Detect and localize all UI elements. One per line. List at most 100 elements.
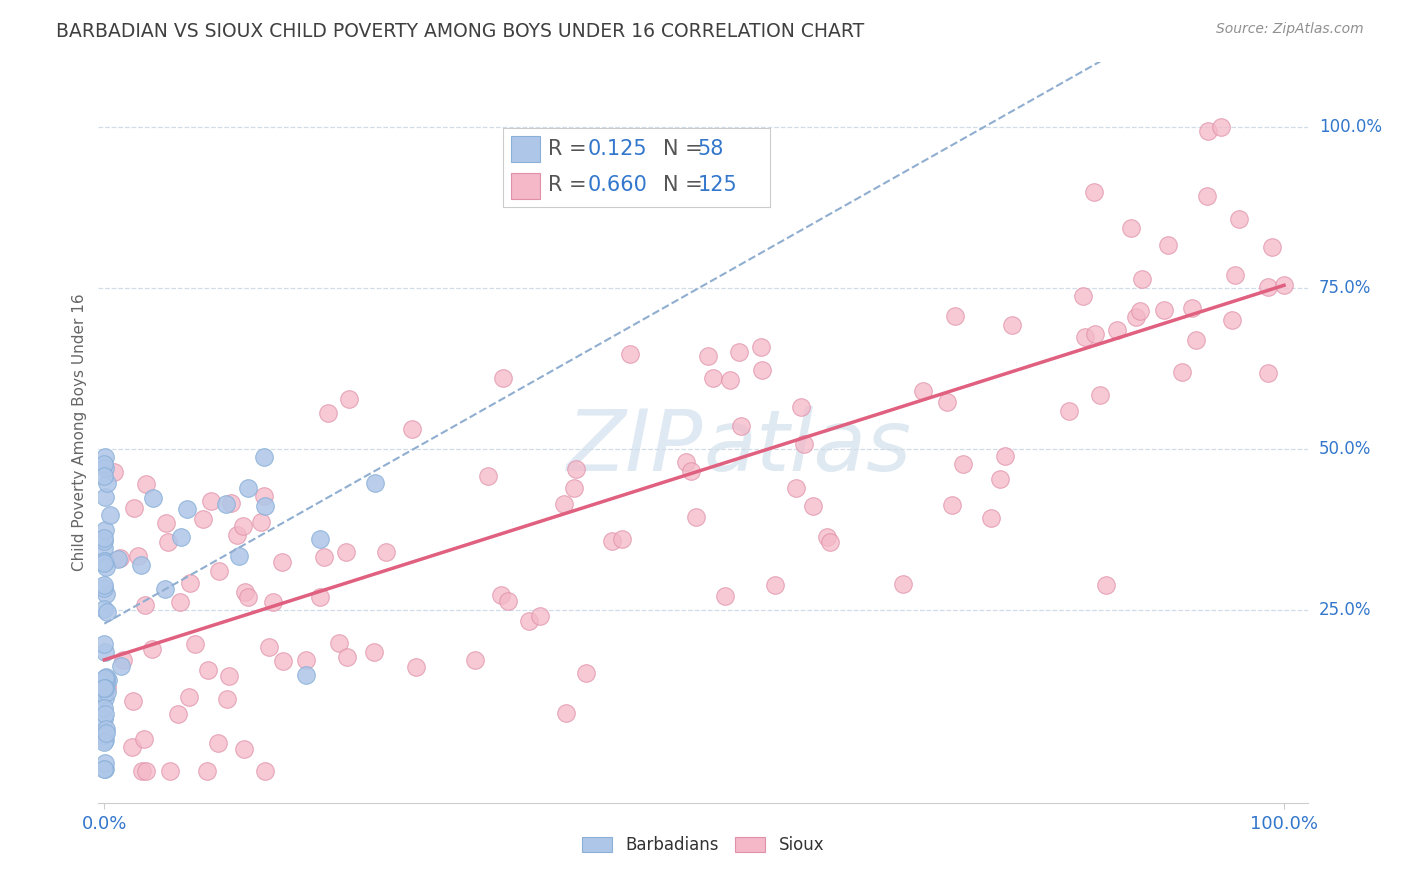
- Point: [952, 457, 974, 471]
- Point: [250, 515, 273, 529]
- Point: [401, 422, 423, 436]
- Point: [94, 560, 117, 574]
- Point: [135, 764, 157, 778]
- Point: [994, 449, 1017, 463]
- Point: [141, 641, 163, 656]
- Point: [1257, 366, 1279, 380]
- Point: [197, 764, 219, 778]
- Point: [135, 476, 157, 491]
- Point: [1130, 272, 1153, 286]
- Point: [208, 564, 231, 578]
- Point: [328, 636, 350, 650]
- Point: [696, 349, 718, 363]
- Point: [94, 726, 117, 740]
- Point: [94, 461, 117, 475]
- Point: [336, 649, 359, 664]
- Text: 58: 58: [697, 139, 724, 159]
- Text: 0.660: 0.660: [588, 176, 648, 195]
- Point: [127, 549, 149, 563]
- Point: [228, 549, 250, 563]
- Point: [184, 637, 207, 651]
- Point: [253, 450, 276, 464]
- Point: [374, 545, 396, 559]
- Point: [94, 671, 117, 685]
- Point: [1088, 387, 1111, 401]
- Point: [489, 588, 512, 602]
- Point: [1181, 301, 1204, 315]
- Point: [93, 578, 115, 592]
- Point: [238, 591, 260, 605]
- Point: [96, 605, 118, 619]
- Point: [610, 533, 633, 547]
- Point: [107, 552, 129, 566]
- Point: [155, 516, 177, 530]
- Point: [1057, 404, 1080, 418]
- Point: [94, 723, 117, 737]
- Point: [254, 499, 277, 513]
- Point: [751, 362, 773, 376]
- Point: [157, 535, 180, 549]
- Point: [912, 384, 935, 398]
- Point: [295, 667, 318, 681]
- Point: [1083, 185, 1105, 199]
- Point: [619, 346, 641, 360]
- Point: [815, 530, 838, 544]
- Point: [1071, 289, 1094, 303]
- Point: [93, 691, 115, 706]
- Point: [936, 394, 959, 409]
- Point: [980, 511, 1002, 525]
- Point: [1197, 189, 1219, 203]
- Point: [685, 510, 707, 524]
- Point: [221, 496, 243, 510]
- Point: [308, 590, 330, 604]
- Point: [236, 481, 259, 495]
- Text: 100.0%: 100.0%: [1319, 118, 1382, 136]
- Text: 125: 125: [697, 176, 737, 195]
- Point: [1074, 330, 1097, 344]
- Point: [718, 373, 741, 387]
- Text: R =: R =: [548, 139, 593, 159]
- Point: [159, 764, 181, 778]
- Point: [93, 756, 115, 770]
- Point: [232, 519, 254, 533]
- Point: [575, 665, 598, 680]
- Point: [131, 764, 153, 778]
- Point: [891, 577, 914, 591]
- Point: [179, 576, 201, 591]
- Point: [818, 534, 841, 549]
- Point: [93, 706, 115, 721]
- Point: [167, 707, 190, 722]
- Point: [1001, 318, 1024, 332]
- Point: [142, 491, 165, 506]
- Text: 0.125: 0.125: [588, 139, 648, 159]
- Point: [763, 578, 786, 592]
- Point: [554, 706, 576, 720]
- Point: [789, 400, 811, 414]
- Point: [793, 437, 815, 451]
- Text: BARBADIAN VS SIOUX CHILD POVERTY AMONG BOYS UNDER 16 CORRELATION CHART: BARBADIAN VS SIOUX CHILD POVERTY AMONG B…: [56, 22, 865, 41]
- Point: [93, 554, 115, 568]
- Point: [785, 481, 807, 495]
- Point: [93, 469, 115, 483]
- Point: [491, 371, 513, 385]
- Point: [93, 728, 115, 742]
- Point: [121, 740, 143, 755]
- Point: [405, 660, 427, 674]
- Point: [96, 476, 118, 491]
- Point: [218, 669, 240, 683]
- Text: R =: R =: [548, 176, 593, 195]
- Point: [97, 673, 120, 688]
- Point: [1125, 310, 1147, 325]
- Point: [94, 490, 117, 504]
- Point: [94, 524, 117, 538]
- Point: [727, 345, 749, 359]
- Point: [200, 493, 222, 508]
- Point: [337, 392, 360, 406]
- Point: [129, 558, 152, 572]
- Point: [122, 694, 145, 708]
- Legend: Barbadians, Sioux: Barbadians, Sioux: [575, 830, 831, 861]
- Point: [93, 531, 115, 545]
- Y-axis label: Child Poverty Among Boys Under 16: Child Poverty Among Boys Under 16: [72, 293, 87, 572]
- Point: [254, 764, 277, 778]
- Point: [207, 735, 229, 749]
